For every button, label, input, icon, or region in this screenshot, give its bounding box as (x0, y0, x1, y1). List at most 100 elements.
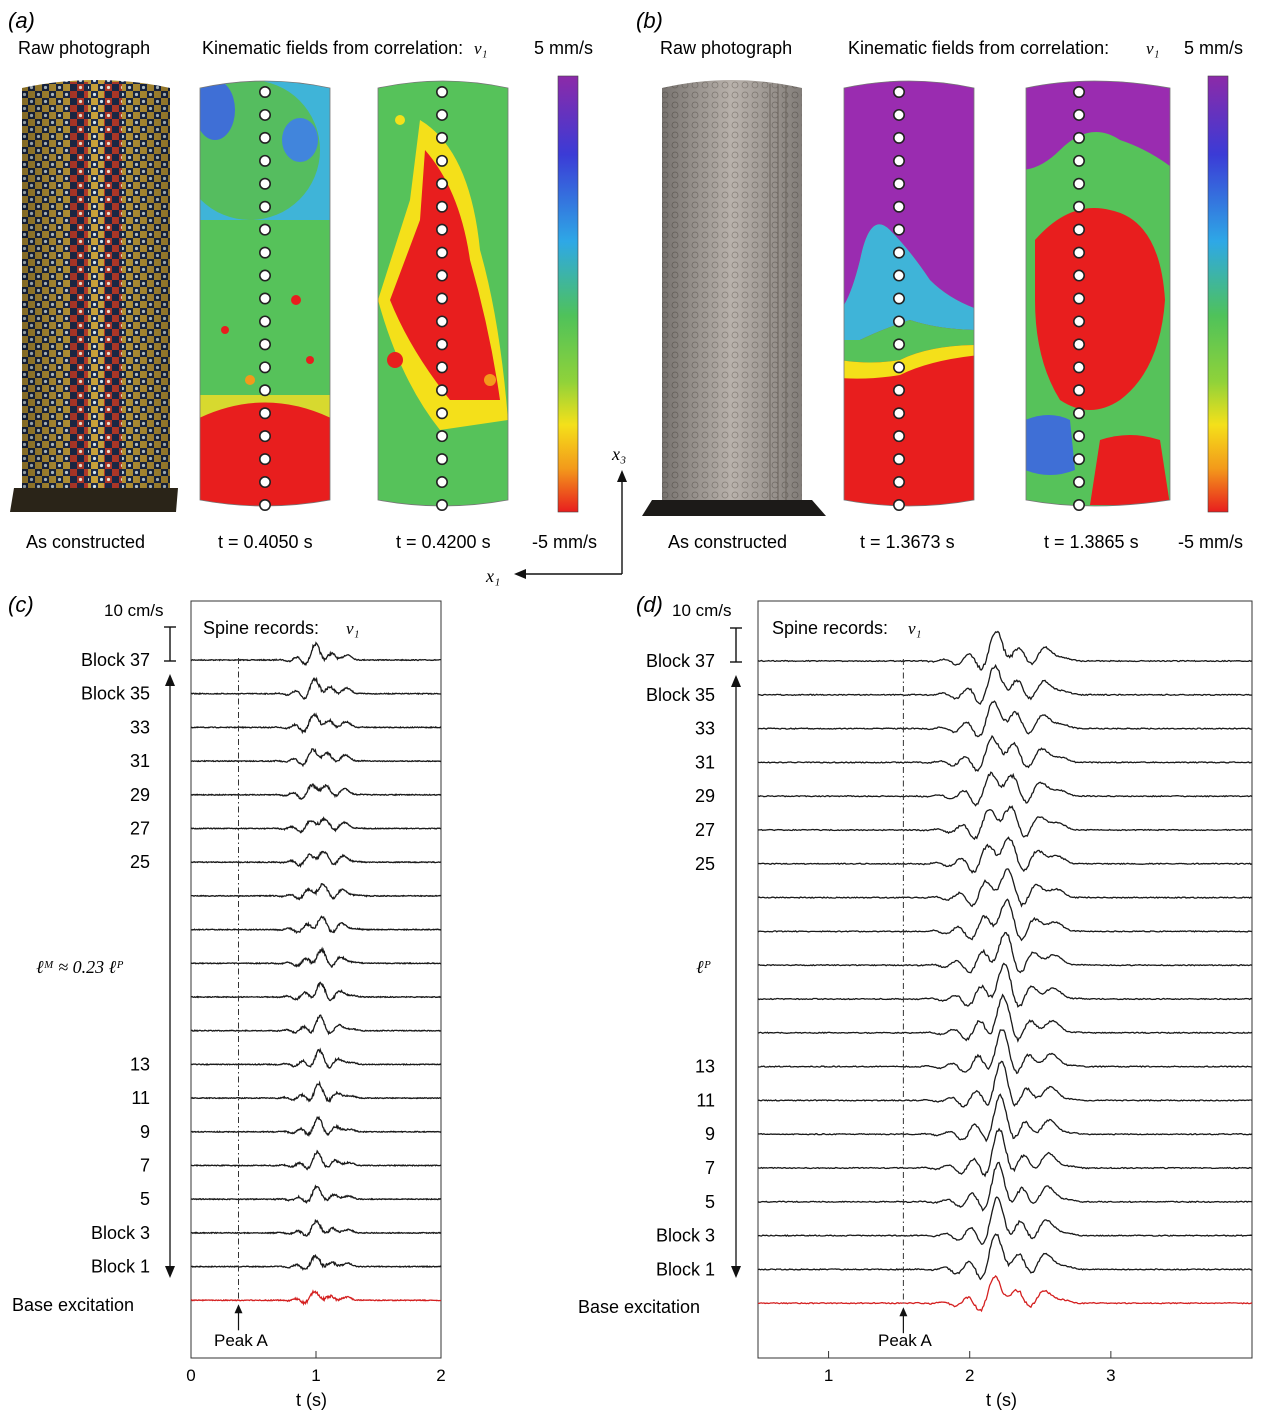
spine-dot (892, 315, 905, 328)
panel-a-kin-var: v₁ (474, 39, 487, 58)
row-label: Block 35 (81, 684, 150, 704)
panel-b-spine-dots-t2 (1073, 86, 1086, 511)
spine-trace (190, 946, 442, 968)
spine-dot (258, 315, 271, 328)
spine-dot (892, 498, 905, 511)
row-label: Block 3 (656, 1226, 715, 1246)
panel-b-scale-top: 5 mm/s (1184, 38, 1243, 58)
spine-trace (190, 1080, 442, 1103)
spine-dot (435, 86, 448, 99)
spine-dot (435, 338, 448, 351)
spine-dot (258, 430, 271, 443)
spine-trace (757, 805, 1253, 841)
spine-dot (892, 292, 905, 305)
panel-d-row-labels: Block 37 Block 35 33 31 29 27 25 13 11 9 7 5 Block 3… (646, 651, 715, 1279)
spine-dot (435, 407, 448, 420)
panel-a-spine-dots-t1 (258, 86, 271, 511)
spine-dot (435, 361, 448, 374)
panel-a-scale-top: 5 mm/s (534, 38, 593, 58)
spine-dot (1073, 154, 1086, 167)
spine-dot (258, 223, 271, 236)
panel-a-raw-label: Raw photograph (18, 38, 150, 58)
panel-a-colorbar (557, 75, 579, 513)
panel-d-title-var: v₁ (908, 619, 921, 638)
panel-c-length-label: ℓᴹ ≈ 0.23 ℓᴾ (36, 957, 124, 977)
spine-dot (1073, 223, 1086, 236)
spine-dot (258, 86, 271, 99)
spine-trace (190, 1149, 442, 1171)
x-tick-label: 2 (965, 1366, 974, 1385)
panel-a-caption-t2: t = 0.4200 s (396, 532, 491, 552)
spine-trace (757, 962, 1253, 1008)
panel-a-field-t1 (200, 81, 330, 506)
spine-dot (435, 430, 448, 443)
row-label: 5 (705, 1192, 715, 1212)
row-label: Block 1 (91, 1257, 150, 1277)
row-label: 9 (140, 1122, 150, 1142)
axis-x1-label: x₁ (485, 566, 500, 586)
panel-a-caption-photo: As constructed (26, 532, 145, 552)
spine-dot (435, 154, 448, 167)
spine-dot (892, 154, 905, 167)
spine-dot (1073, 108, 1086, 121)
spine-trace (757, 931, 1253, 974)
spine-dot (1073, 292, 1086, 305)
panel-b-kin-var: v₁ (1146, 39, 1159, 58)
spine-trace (190, 783, 442, 800)
axes-gizmo: x₃ x₁ (485, 444, 627, 586)
panel-c-base-label: Base excitation (12, 1295, 134, 1315)
spine-trace (190, 850, 442, 869)
spine-dot (258, 246, 271, 259)
row-label: 33 (695, 719, 715, 739)
spine-trace (190, 1047, 442, 1069)
panel-d-plot-frame (757, 600, 1253, 1359)
panel-b-field-t2 (1026, 81, 1170, 506)
spine-dot (892, 177, 905, 190)
x-tick-label: 2 (436, 1366, 445, 1385)
spine-dot (435, 246, 448, 259)
spine-dot (435, 131, 448, 144)
spine-dot (258, 384, 271, 397)
row-label: 13 (695, 1057, 715, 1077)
spine-dot (892, 131, 905, 144)
spine-trace (757, 1093, 1253, 1143)
spine-dot (258, 476, 271, 489)
panel-a-spine-dots-t2 (435, 86, 448, 511)
spine-dot (258, 269, 271, 282)
panel-d-xlabel: t (s) (986, 1390, 1017, 1410)
spine-trace (757, 898, 1253, 942)
spine-dot (435, 269, 448, 282)
row-label: 9 (705, 1124, 715, 1144)
spine-trace (190, 712, 442, 735)
row-label: Block 37 (646, 651, 715, 671)
spine-trace (190, 748, 442, 768)
spine-trace (757, 868, 1253, 908)
base-excitation-trace (190, 1289, 442, 1306)
spine-dot (1073, 131, 1086, 144)
panel-d-traces (757, 630, 1253, 1313)
panel-c-letter: (c) (8, 592, 34, 617)
spine-trace (757, 1196, 1253, 1245)
row-label: 11 (131, 1088, 150, 1108)
peak-a-arrowhead (899, 1307, 908, 1317)
spine-trace (190, 1253, 442, 1271)
panel-d-peak-marker (899, 659, 908, 1334)
x-tick-label: 1 (311, 1366, 320, 1385)
spine-dot (1073, 430, 1086, 443)
panel-a-kin-label: Kinematic fields from correlation: (202, 38, 463, 58)
spine-trace (191, 1115, 442, 1138)
spine-dot (1073, 246, 1086, 259)
spine-dot (1073, 177, 1086, 190)
panel-a-scale-bottom: -5 mm/s (532, 532, 597, 552)
row-label: Block 35 (646, 685, 715, 705)
spine-dot (258, 453, 271, 466)
panel-c-x-ticks: 0 1 2 (186, 1351, 446, 1385)
panel-c-title: Spine records: (203, 618, 319, 638)
spine-trace (757, 1127, 1253, 1178)
spine-dot (892, 453, 905, 466)
spine-trace (757, 1161, 1253, 1212)
spine-dot (435, 108, 448, 121)
panel-c-peak-marker (234, 658, 243, 1331)
panel-c-length-arrow (165, 674, 175, 1278)
row-label: 31 (130, 751, 150, 771)
